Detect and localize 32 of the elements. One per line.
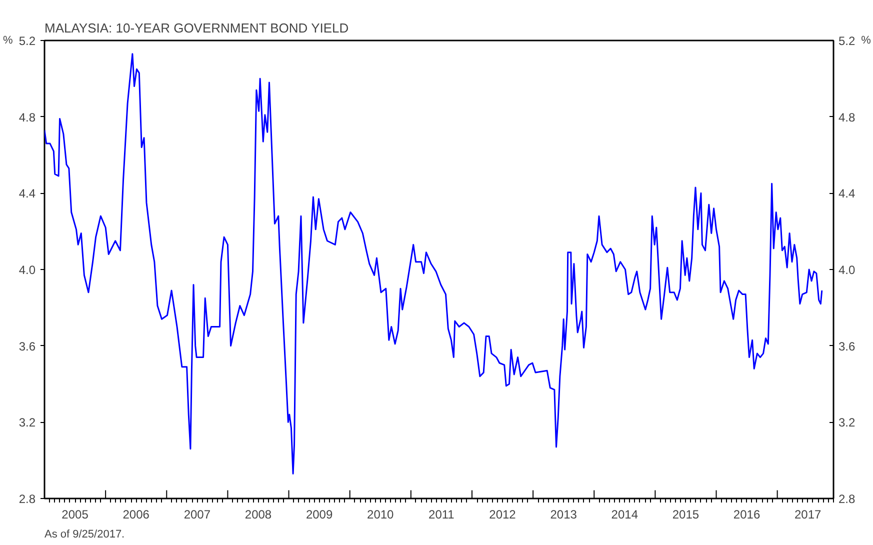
x-tick-label: 2016: [733, 508, 760, 522]
y-tick-label: 2.8: [18, 492, 36, 506]
y-tick-label: 5.2: [18, 34, 36, 48]
y-tick-label: 4.4: [18, 186, 36, 201]
line-series: [44, 53, 823, 474]
y2-tick-label: 4.0: [838, 263, 856, 277]
x-tick-label: 2012: [489, 508, 516, 522]
x-tick-label: 2010: [367, 508, 394, 522]
x-tick-label: 2013: [550, 508, 578, 522]
y-tick-label: 3.2: [18, 416, 36, 430]
x-tick-label: 2014: [611, 508, 638, 522]
y-tick-label: 3.6: [18, 339, 36, 354]
x-tick-label: 2009: [306, 508, 333, 522]
x-tick-label: 2017: [794, 508, 822, 522]
y2-tick-label: 3.6: [838, 339, 856, 354]
y-axis-title: %: [3, 34, 14, 46]
y2-tick-label: 4.4: [838, 186, 856, 201]
y-tick-label: 4.8: [18, 110, 36, 124]
x-tick-label: 2007: [184, 508, 211, 522]
y2-tick-label: 3.2: [838, 416, 856, 430]
x-tick-label: 2015: [672, 508, 700, 522]
y-tick-label: 4.0: [18, 263, 36, 277]
x-tick-label: 2008: [244, 508, 272, 522]
y2-axis-title: %: [861, 34, 872, 46]
x-tick-label: 2011: [428, 508, 455, 522]
y2-tick-label: 4.8: [838, 110, 856, 124]
x-tick-label: 2006: [122, 508, 150, 522]
text: As of 9/25/2017.: [44, 528, 125, 540]
x-tick-label: 2005: [62, 508, 89, 522]
y2-tick-label: 5.2: [838, 34, 856, 48]
chart-title: MALAYSIA: 10-YEAR GOVERNMENT BOND YIELD: [44, 20, 349, 36]
y2-tick-label: 2.8: [838, 492, 856, 506]
